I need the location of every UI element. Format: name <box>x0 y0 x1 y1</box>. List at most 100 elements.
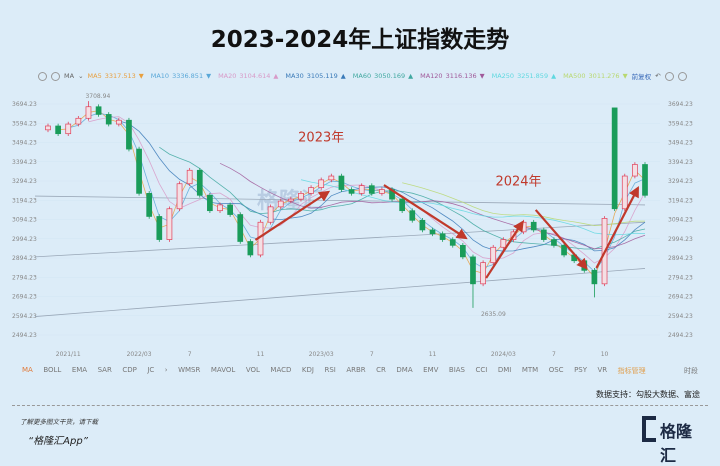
candle-up <box>379 189 385 194</box>
tab-16[interactable]: EMV <box>423 366 439 374</box>
low-label: 2635.09 <box>481 311 506 318</box>
tab-2[interactable]: EMA <box>71 366 88 374</box>
legend-name: MA20 <box>218 72 237 80</box>
y-tick-right: 2894.23 <box>668 255 693 262</box>
candle-down <box>227 204 233 215</box>
tab-14[interactable]: CR <box>376 366 386 374</box>
y-tick-right: 3094.23 <box>668 217 693 224</box>
zoom-in-icon[interactable] <box>51 71 60 81</box>
tab-17[interactable]: BIAS <box>448 366 466 374</box>
legend-name: MA250 <box>491 72 515 80</box>
y-tick-right: 2494.23 <box>668 332 693 339</box>
x-tick: 10 <box>601 351 609 358</box>
tab-7[interactable]: WMSR <box>178 366 201 374</box>
zoom-out-icon[interactable] <box>38 71 47 81</box>
tab-23[interactable]: VR <box>597 366 608 374</box>
candle-up <box>166 208 173 240</box>
long-ma-line <box>34 221 646 258</box>
legend-name: MA120 <box>420 72 443 80</box>
y-tick-left: 3294.23 <box>12 178 37 185</box>
ma-selector[interactable]: MA <box>64 72 75 80</box>
candle-down <box>561 244 567 256</box>
year-annotation: 2023年 <box>298 130 344 145</box>
settings-icon[interactable] <box>664 71 674 81</box>
tab-24[interactable]: 指标管理 <box>617 367 646 375</box>
y-tick-left: 2994.23 <box>12 236 37 243</box>
legend-value: 3050.169 <box>374 72 406 80</box>
legend-trend: ▼ <box>138 72 144 80</box>
legend-trend: ▲ <box>340 72 346 80</box>
tab-9[interactable]: VOL <box>245 366 260 374</box>
y-tick-left: 3694.23 <box>12 101 37 108</box>
candle-down <box>105 114 112 125</box>
tab-18[interactable]: CCI <box>475 366 488 374</box>
candle-down <box>439 233 446 240</box>
legend-ma250: MA250 3251.859 ▲ <box>492 72 556 80</box>
candle-up <box>176 183 183 210</box>
tab-12[interactable]: RSI <box>324 366 336 374</box>
tab-11[interactable]: KDJ <box>301 366 314 374</box>
ma-line-ma30 <box>118 120 646 252</box>
add-icon[interactable] <box>677 71 687 81</box>
candle-up <box>632 164 638 177</box>
tab-6[interactable]: › <box>164 366 168 374</box>
logo-text: 格隆汇 <box>660 422 693 465</box>
chevron-down-icon[interactable]: ⌄ <box>78 72 84 80</box>
adjust-selector[interactable]: 前复权 <box>631 73 652 81</box>
tab-0[interactable]: MA <box>22 366 33 374</box>
y-tick-left: 2594.23 <box>12 313 37 320</box>
tab-3[interactable]: SAR <box>97 366 112 374</box>
undo-icon[interactable]: ↶ <box>655 72 661 80</box>
y-tick-left: 3494.23 <box>12 140 37 147</box>
tab-10[interactable]: MACD <box>270 366 292 374</box>
y-tick-right: 2794.23 <box>668 274 693 281</box>
candle-up <box>358 185 365 194</box>
y-tick-right: 3694.23 <box>668 101 693 108</box>
x-tick: 2021/11 <box>56 351 81 358</box>
indicator-tabs: MA BOLL EMA SAR CDP JC › WMSR MAVOL VOL MACD KDJ RSI… <box>22 366 646 376</box>
y-tick-right: 3194.23 <box>668 197 693 204</box>
trend-arrow <box>383 184 468 240</box>
candle-up <box>490 246 497 264</box>
legend-value: 3251.859 <box>517 72 549 80</box>
candle-down <box>348 189 355 194</box>
tab-4[interactable]: CDP <box>122 366 137 374</box>
legend-name: MA500 <box>563 72 586 80</box>
candle-down <box>247 241 254 256</box>
legend-ma5: MA5 3317.513 ▼ <box>88 72 144 80</box>
candle-up <box>328 175 335 181</box>
candle-down <box>399 198 406 212</box>
legend-name: MA30 <box>285 72 304 80</box>
tab-8[interactable]: MAVOL <box>210 366 236 374</box>
candle-up <box>480 262 486 285</box>
legend-value: 3116.136 <box>445 72 477 80</box>
candle-down <box>409 210 416 221</box>
candle-up <box>115 119 122 125</box>
tab-5[interactable]: JC <box>147 366 155 374</box>
candle-down <box>449 239 456 246</box>
x-tick: 7 <box>552 351 556 358</box>
tab-13[interactable]: ARBR <box>346 366 366 374</box>
tab-19[interactable]: DMI <box>497 366 512 374</box>
candle-up <box>308 187 314 194</box>
x-tick: 7 <box>370 351 374 358</box>
candle-up <box>186 169 193 185</box>
candle-down <box>196 169 203 196</box>
tab-1[interactable]: BOLL <box>43 366 62 374</box>
ma-line-ma250 <box>300 179 646 236</box>
candle-up <box>85 106 92 119</box>
legend-trend: ▲ <box>273 72 279 80</box>
legend-trend: ▼ <box>206 72 212 80</box>
long-ma-line <box>34 268 646 317</box>
tab-20[interactable]: MTM <box>521 366 539 374</box>
period-tab[interactable]: 时段 <box>684 367 698 375</box>
candle-down <box>429 229 436 235</box>
candle-up <box>287 198 294 202</box>
candle-up <box>75 117 82 125</box>
tab-22[interactable]: PSY <box>574 366 588 374</box>
high-label: 3708.94 <box>85 93 110 100</box>
legend-ma500: MA500 3011.276 ▼ <box>563 72 627 80</box>
tab-21[interactable]: OSC <box>548 366 564 374</box>
tab-15[interactable]: DMA <box>396 366 413 374</box>
